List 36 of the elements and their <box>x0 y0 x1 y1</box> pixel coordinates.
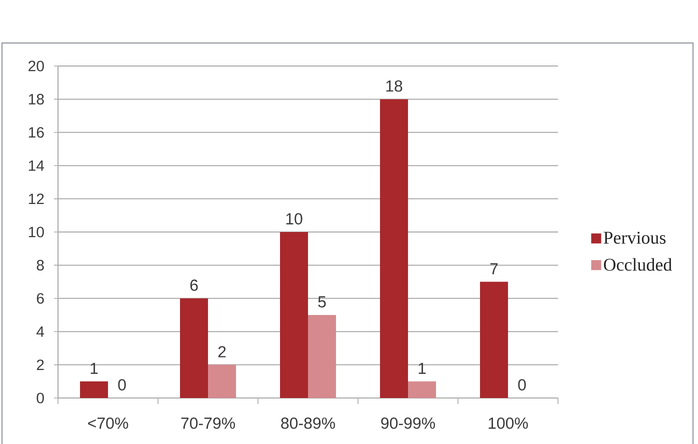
data-label: 6 <box>190 280 198 291</box>
data-label: 10 <box>286 213 302 224</box>
data-label: 0 <box>518 379 526 390</box>
data-label: 1 <box>90 362 98 374</box>
y-tick-label: 18 <box>28 94 44 105</box>
legend-label: Occluded <box>604 258 672 271</box>
data-label: 2 <box>218 346 226 358</box>
bar <box>380 99 408 398</box>
y-tick-label: 2 <box>36 360 44 370</box>
x-tick-label: 100% <box>488 418 528 429</box>
x-tick-label: 70-79% <box>181 418 235 429</box>
y-tick-label: 10 <box>28 226 44 238</box>
bar <box>80 381 108 398</box>
bar <box>208 364 236 398</box>
data-label: 5 <box>318 296 326 308</box>
y-tick-label: 14 <box>28 160 44 171</box>
y-tick-label: 4 <box>36 326 44 337</box>
data-label: 7 <box>490 263 498 274</box>
bar <box>480 282 508 398</box>
y-tick-label: 20 <box>28 60 44 72</box>
y-tick-label: 0 <box>36 392 44 404</box>
data-label: 18 <box>386 80 402 92</box>
x-tick-label: <70% <box>88 418 128 429</box>
x-tick-label: 90-99% <box>381 418 435 429</box>
x-tick-label: 80-89% <box>281 418 335 429</box>
y-tick-label: 16 <box>28 127 44 138</box>
y-tick-label: 12 <box>28 194 44 204</box>
y-tick-label: 8 <box>36 260 44 271</box>
bar <box>308 315 336 398</box>
bar <box>280 232 308 398</box>
data-label: 1 <box>418 362 426 374</box>
y-tick-label: 6 <box>36 293 44 304</box>
bar <box>180 298 208 398</box>
legend-label: Pervious <box>604 232 666 244</box>
data-label: 0 <box>118 379 126 390</box>
bar <box>408 381 436 398</box>
